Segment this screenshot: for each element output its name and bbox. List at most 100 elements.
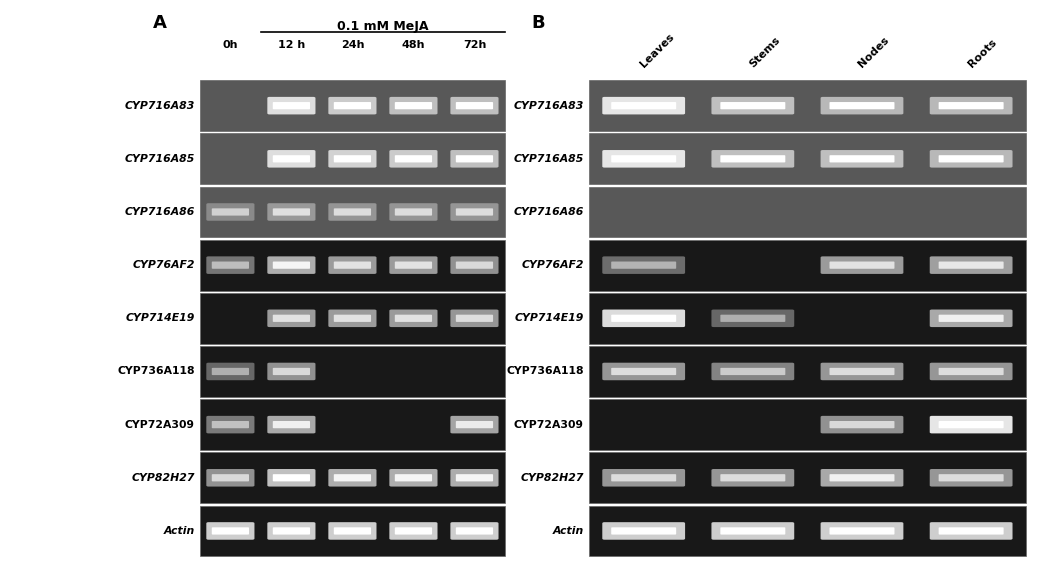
FancyBboxPatch shape	[930, 363, 1012, 380]
FancyBboxPatch shape	[821, 97, 904, 115]
FancyBboxPatch shape	[206, 256, 255, 274]
Text: CYP716A83: CYP716A83	[124, 101, 195, 111]
FancyBboxPatch shape	[389, 309, 438, 327]
FancyBboxPatch shape	[211, 527, 249, 535]
FancyBboxPatch shape	[272, 527, 310, 535]
FancyBboxPatch shape	[211, 261, 249, 269]
Text: Nodes: Nodes	[856, 36, 891, 70]
FancyBboxPatch shape	[328, 522, 377, 540]
FancyBboxPatch shape	[611, 315, 676, 322]
FancyBboxPatch shape	[267, 256, 316, 274]
FancyBboxPatch shape	[829, 155, 894, 162]
FancyBboxPatch shape	[333, 209, 371, 215]
FancyBboxPatch shape	[389, 522, 438, 540]
FancyBboxPatch shape	[450, 522, 499, 540]
FancyBboxPatch shape	[333, 102, 371, 109]
FancyBboxPatch shape	[389, 150, 438, 167]
Text: CYP736A118: CYP736A118	[117, 367, 195, 376]
Text: 0.1 mM MeJA: 0.1 mM MeJA	[338, 20, 428, 33]
Text: 12 h: 12 h	[278, 40, 305, 50]
Text: CYP716A85: CYP716A85	[124, 154, 195, 164]
FancyBboxPatch shape	[200, 399, 505, 450]
FancyBboxPatch shape	[272, 474, 310, 481]
FancyBboxPatch shape	[200, 452, 505, 503]
Text: CYP72A309: CYP72A309	[124, 419, 195, 430]
FancyBboxPatch shape	[938, 527, 1004, 535]
FancyBboxPatch shape	[930, 469, 1012, 486]
Text: CYP716A86: CYP716A86	[513, 207, 584, 217]
FancyBboxPatch shape	[589, 452, 1026, 503]
FancyBboxPatch shape	[394, 102, 432, 109]
FancyBboxPatch shape	[328, 150, 377, 167]
FancyBboxPatch shape	[711, 97, 794, 115]
FancyBboxPatch shape	[267, 416, 316, 433]
Text: CYP716A83: CYP716A83	[513, 101, 584, 111]
FancyBboxPatch shape	[200, 134, 505, 185]
FancyBboxPatch shape	[603, 97, 685, 115]
FancyBboxPatch shape	[200, 80, 505, 131]
FancyBboxPatch shape	[611, 368, 676, 375]
FancyBboxPatch shape	[456, 421, 493, 428]
FancyBboxPatch shape	[589, 134, 1026, 185]
FancyBboxPatch shape	[211, 474, 249, 481]
FancyBboxPatch shape	[267, 97, 316, 115]
FancyBboxPatch shape	[272, 315, 310, 322]
FancyBboxPatch shape	[721, 315, 786, 322]
FancyBboxPatch shape	[938, 368, 1004, 375]
FancyBboxPatch shape	[930, 309, 1012, 327]
Text: CYP82H27: CYP82H27	[521, 473, 584, 483]
FancyBboxPatch shape	[711, 522, 794, 540]
FancyBboxPatch shape	[603, 150, 685, 167]
FancyBboxPatch shape	[829, 474, 894, 481]
FancyBboxPatch shape	[829, 261, 894, 269]
FancyBboxPatch shape	[721, 527, 786, 535]
Text: Actin: Actin	[552, 526, 584, 536]
Text: 0h: 0h	[223, 40, 238, 50]
Text: 24h: 24h	[341, 40, 364, 50]
FancyBboxPatch shape	[829, 421, 894, 428]
FancyBboxPatch shape	[711, 469, 794, 486]
FancyBboxPatch shape	[267, 522, 316, 540]
Text: CYP76AF2: CYP76AF2	[522, 260, 584, 270]
FancyBboxPatch shape	[272, 102, 310, 109]
FancyBboxPatch shape	[456, 315, 493, 322]
FancyBboxPatch shape	[272, 368, 310, 375]
FancyBboxPatch shape	[930, 256, 1012, 274]
FancyBboxPatch shape	[456, 474, 493, 481]
FancyBboxPatch shape	[272, 155, 310, 162]
FancyBboxPatch shape	[589, 293, 1026, 344]
FancyBboxPatch shape	[603, 469, 685, 486]
FancyBboxPatch shape	[450, 309, 499, 327]
FancyBboxPatch shape	[821, 363, 904, 380]
FancyBboxPatch shape	[589, 346, 1026, 397]
FancyBboxPatch shape	[267, 150, 316, 167]
FancyBboxPatch shape	[211, 209, 249, 215]
FancyBboxPatch shape	[456, 527, 493, 535]
FancyBboxPatch shape	[821, 150, 904, 167]
Text: CYP716A86: CYP716A86	[124, 207, 195, 217]
FancyBboxPatch shape	[456, 155, 493, 162]
FancyBboxPatch shape	[721, 102, 786, 109]
FancyBboxPatch shape	[272, 421, 310, 428]
Text: Roots: Roots	[966, 38, 998, 70]
FancyBboxPatch shape	[333, 527, 371, 535]
FancyBboxPatch shape	[333, 155, 371, 162]
Text: CYP714E19: CYP714E19	[514, 313, 584, 323]
FancyBboxPatch shape	[450, 150, 499, 167]
FancyBboxPatch shape	[711, 150, 794, 167]
FancyBboxPatch shape	[829, 102, 894, 109]
FancyBboxPatch shape	[389, 203, 438, 221]
FancyBboxPatch shape	[328, 469, 377, 486]
FancyBboxPatch shape	[200, 187, 505, 237]
FancyBboxPatch shape	[394, 315, 432, 322]
FancyBboxPatch shape	[589, 505, 1026, 556]
FancyBboxPatch shape	[603, 522, 685, 540]
FancyBboxPatch shape	[200, 240, 505, 291]
FancyBboxPatch shape	[394, 527, 432, 535]
FancyBboxPatch shape	[930, 416, 1012, 433]
FancyBboxPatch shape	[267, 309, 316, 327]
FancyBboxPatch shape	[589, 240, 1026, 291]
FancyBboxPatch shape	[267, 363, 316, 380]
FancyBboxPatch shape	[200, 293, 505, 344]
FancyBboxPatch shape	[211, 421, 249, 428]
